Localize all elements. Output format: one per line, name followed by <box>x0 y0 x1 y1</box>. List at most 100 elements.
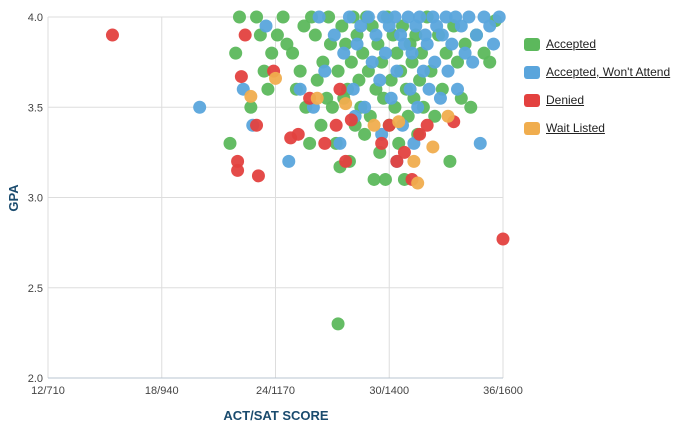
legend-item-accepted[interactable]: Accepted <box>524 30 670 58</box>
data-point <box>259 19 273 33</box>
data-point <box>401 10 415 24</box>
data-point <box>390 46 404 60</box>
data-point <box>244 100 258 114</box>
data-point <box>420 37 434 51</box>
data-point <box>409 28 423 42</box>
data-point <box>310 73 324 87</box>
data-point <box>428 109 442 123</box>
legend: Accepted Accepted, Won't Attend Denied Wait… <box>524 30 670 142</box>
data-point <box>329 118 343 132</box>
data-point <box>297 19 311 33</box>
data-point <box>441 109 455 123</box>
data-point <box>390 64 404 78</box>
data-point <box>291 127 305 141</box>
data-point <box>422 82 436 96</box>
legend-item-accepted-won-t-attend[interactable]: Accepted, Won't Attend <box>524 58 670 86</box>
data-point <box>483 55 497 69</box>
data-point <box>458 37 472 51</box>
data-point <box>367 118 381 132</box>
data-point <box>405 55 419 69</box>
data-point <box>269 71 282 85</box>
data-point <box>229 46 243 60</box>
data-point <box>451 82 464 96</box>
data-point <box>333 82 347 96</box>
data-point <box>358 100 372 114</box>
data-point <box>261 82 275 96</box>
data-point <box>193 100 207 114</box>
data-point <box>361 10 375 24</box>
data-point <box>223 136 237 150</box>
data-point <box>443 154 457 168</box>
data-point <box>265 46 279 60</box>
data-point <box>441 64 455 78</box>
data-point <box>327 28 341 42</box>
data-point <box>365 55 379 69</box>
data-point <box>331 317 345 331</box>
x-tick-label: 36/1600 <box>483 385 523 397</box>
y-tick-label: 2.0 <box>28 373 43 385</box>
data-point <box>373 73 387 87</box>
series-accepted-won-t-attend <box>193 10 506 168</box>
data-point <box>458 46 472 60</box>
data-point <box>282 154 296 168</box>
data-point <box>310 91 324 105</box>
data-point <box>232 10 246 24</box>
data-point <box>286 46 300 60</box>
legend-item-denied[interactable]: Denied <box>524 86 670 114</box>
data-point <box>346 82 360 96</box>
data-point <box>333 136 347 150</box>
data-point <box>325 100 339 114</box>
data-point <box>462 10 476 24</box>
data-point <box>392 115 406 129</box>
legend-swatch <box>524 93 540 107</box>
data-point <box>469 28 483 42</box>
data-point <box>464 100 478 114</box>
legend-swatch <box>524 65 540 79</box>
tick-labels: 12/710 18/940 24/1170 30/1400 36/1600 2.0 2.5 3… <box>28 12 523 397</box>
y-tick-label: 3.0 <box>28 193 43 205</box>
data-point <box>339 154 353 168</box>
data-point <box>105 28 119 42</box>
data-point <box>250 118 264 132</box>
data-point <box>413 10 427 24</box>
data-point <box>367 172 381 186</box>
y-tick-label: 4.0 <box>28 12 43 24</box>
legend-swatch <box>524 37 540 51</box>
data-point <box>342 10 356 24</box>
legend-item-wait-listed[interactable]: Wait Listed <box>524 114 670 142</box>
series-accepted <box>223 10 502 331</box>
data-point <box>238 28 252 42</box>
data-point <box>439 10 453 24</box>
data-point <box>407 154 421 168</box>
data-point <box>318 136 332 150</box>
data-point <box>426 140 440 154</box>
data-point <box>388 10 402 24</box>
data-point <box>339 97 353 111</box>
x-tick-label: 24/1170 <box>256 385 295 397</box>
data-points <box>105 10 510 331</box>
data-point <box>397 37 411 51</box>
data-point <box>390 154 404 168</box>
data-point <box>378 172 392 186</box>
data-point <box>250 10 264 24</box>
data-point <box>369 28 383 42</box>
data-point <box>350 37 364 51</box>
data-point <box>384 91 398 105</box>
legend-label: Denied <box>546 93 585 107</box>
data-point <box>378 46 392 60</box>
data-point <box>293 64 307 78</box>
data-point <box>318 64 332 78</box>
data-point <box>314 118 328 132</box>
data-point <box>303 136 317 150</box>
x-axis-title: ACT/SAT SCORE <box>223 408 329 423</box>
data-point <box>433 91 447 105</box>
data-point <box>492 10 506 24</box>
data-point <box>231 154 245 168</box>
y-tick-label: 3.5 <box>28 102 43 114</box>
data-point <box>270 28 284 42</box>
data-point <box>358 127 372 141</box>
data-point <box>231 163 245 177</box>
x-tick-label: 18/940 <box>145 385 179 397</box>
data-point <box>354 19 368 33</box>
